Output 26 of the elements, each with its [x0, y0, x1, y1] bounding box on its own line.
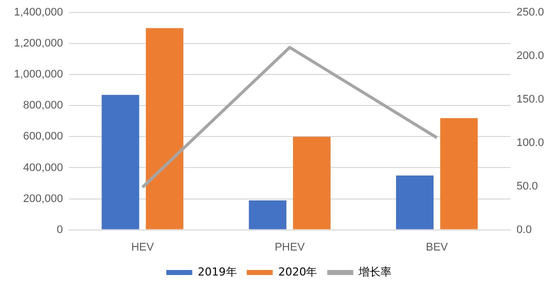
- y-tick-label: 0: [56, 224, 63, 236]
- bar: [293, 136, 331, 230]
- x-tick-label: HEV: [131, 241, 154, 254]
- y-tick-label: 1,000,000: [14, 68, 63, 81]
- bar: [396, 176, 434, 230]
- bar: [102, 94, 140, 230]
- y-tick-label: 600,000: [23, 130, 63, 143]
- y-tick-label: 200,000: [23, 192, 63, 205]
- y2-tick-label: 150.0: [516, 94, 544, 106]
- legend-label: 2019年: [198, 265, 237, 278]
- y-tick-label: 800,000: [23, 100, 63, 112]
- bar: [440, 118, 478, 230]
- y-tick-label: 1,200,000: [14, 38, 63, 50]
- legend-label: 增长率: [358, 265, 392, 278]
- y2-tick-label: 100.0: [516, 136, 544, 149]
- y-tick-label: 1,400,000: [14, 6, 63, 19]
- y-tick-label: 400,000: [23, 162, 63, 174]
- x-tick-label: BEV: [426, 241, 449, 254]
- y2-tick-label: 200.0: [516, 50, 544, 62]
- y2-tick-label: 250.0: [516, 6, 544, 19]
- y2-tick-label: 50.0: [516, 180, 538, 192]
- legend-label: 2020年: [278, 265, 318, 278]
- bar: [248, 200, 286, 230]
- bar: [146, 28, 184, 230]
- x-tick-label: PHEV: [274, 241, 306, 254]
- y2-tick-label: 0.0: [516, 224, 532, 236]
